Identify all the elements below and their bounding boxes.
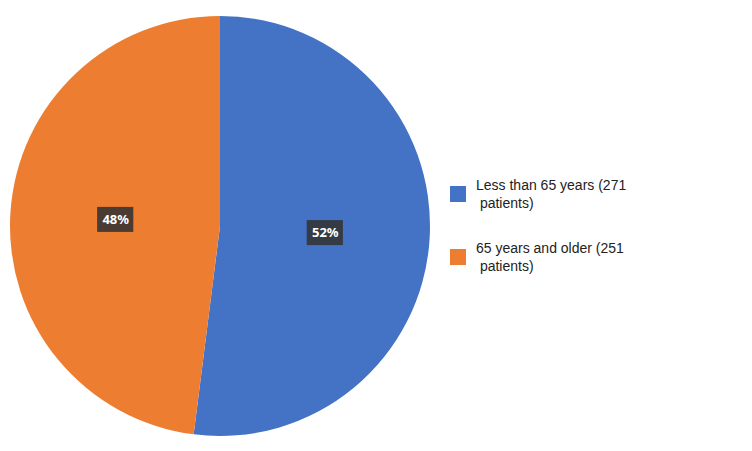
svg-text:52%: 52% xyxy=(312,223,339,241)
svg-text:48%: 48% xyxy=(102,210,129,228)
html-text:Less than 65 years (271 patien: Less than 65 years (271 patients) xyxy=(476,177,627,212)
html-text:65 years and older (251 patien: 65 years and older (251 patients) xyxy=(476,239,624,274)
